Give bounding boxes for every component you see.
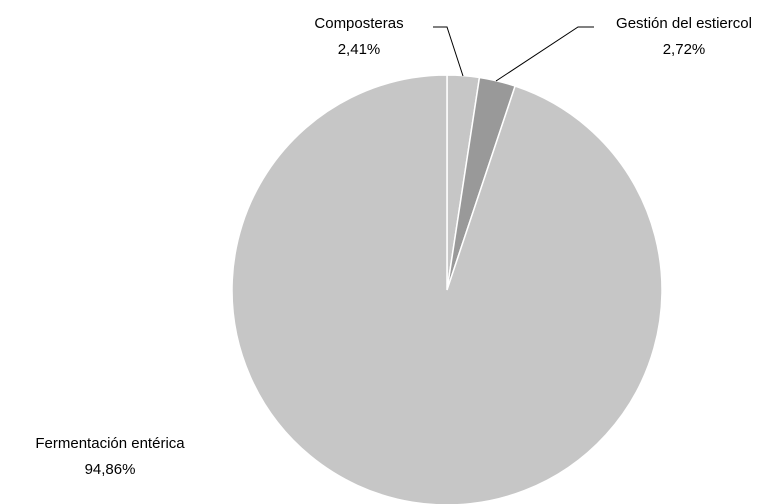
slice-label-gestion: Gestión del estiercol [616,15,752,32]
slice-label-composteras: Composteras [314,15,403,32]
pie-slice-fermentacion-enterica [231,74,663,504]
leader-line-composteras [433,26,464,77]
leader-line-gestion [495,26,594,82]
pie-slices [231,74,663,504]
leader-lines [433,26,594,82]
slice-value-composteras: 2,41% [338,41,381,58]
slice-value-gestion: 2,72% [663,41,706,58]
slice-label-fermentacion: Fermentación entérica [35,435,185,452]
slice-value-fermentacion: 94,86% [85,461,136,478]
data-labels: Composteras 2,41% Gestión del estiercol … [35,15,752,478]
